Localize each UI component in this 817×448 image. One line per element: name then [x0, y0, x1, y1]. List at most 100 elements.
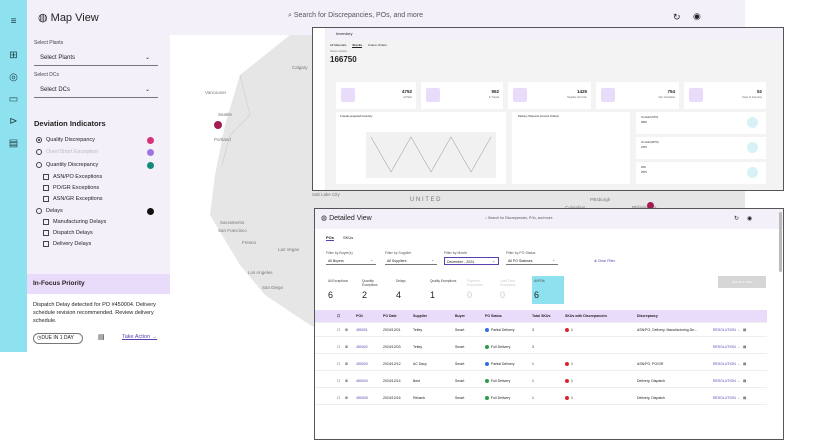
inventory-card[interactable]: 4752 At Plant: [336, 82, 416, 109]
column-header[interactable]: PO#: [356, 314, 364, 318]
cell-po[interactable]: 450003: [356, 362, 368, 366]
kpi-card[interactable]: Quality Exceptions 1: [428, 276, 460, 304]
kpi-card[interactable]: Lead Time Exceptions 0: [498, 276, 530, 304]
detailed-search-input[interactable]: ⌕ Search for Discrepancies, POs, and mor…: [485, 216, 553, 220]
user-icon[interactable]: ◉: [693, 11, 701, 21]
deviation-option[interactable]: Manufacturing Delays: [43, 218, 106, 227]
detail-tab[interactable]: SKUs: [343, 235, 354, 240]
checkbox[interactable]: [43, 218, 49, 225]
resolution-link[interactable]: RESOLUTION →: [713, 328, 741, 332]
grid-icon[interactable]: ⊞: [9, 50, 18, 61]
kpi-card[interactable]: Quantity Exceptions 2: [360, 276, 392, 304]
refresh-icon[interactable]: ↻: [734, 216, 740, 222]
comment-icon[interactable]: ▤: [743, 362, 747, 366]
comment-icon[interactable]: ▤: [743, 345, 747, 349]
resolution-link[interactable]: RESOLUTION →: [713, 345, 741, 349]
expand-icon[interactable]: ⊞: [345, 379, 348, 383]
kpi-card[interactable]: Payment Exceptions 0: [465, 276, 497, 304]
radio-button[interactable]: [36, 207, 42, 214]
inventory-side-card[interactable]: FPA 2579: [636, 162, 766, 184]
kpi-card[interactable]: All POs 6: [532, 276, 564, 304]
inventory-card[interactable]: 754 Non Compliant: [596, 82, 679, 109]
checkbox[interactable]: [43, 240, 49, 247]
deviation-option[interactable]: ASN/GR Exceptions: [43, 195, 103, 204]
resolution-link[interactable]: RESOLUTION →: [713, 379, 741, 383]
dcs-select[interactable]: Select DCs ⌄: [34, 84, 158, 98]
radio-button[interactable]: [36, 136, 42, 143]
plants-select[interactable]: Select Plants ⌄: [34, 52, 158, 66]
row-checkbox[interactable]: ☐: [337, 379, 341, 383]
deviation-option[interactable]: Delays: [36, 207, 63, 216]
inventory-card[interactable]: 952 In Transit: [421, 82, 503, 109]
row-checkbox[interactable]: ☐: [337, 362, 341, 366]
row-checkbox[interactable]: ☐: [337, 396, 341, 400]
filter-select[interactable]: All Buyers ⌄: [326, 257, 376, 265]
filter-select[interactable]: December - 2024 ⌄: [444, 257, 499, 265]
comment-icon[interactable]: ▤: [743, 396, 747, 400]
select-location[interactable]: Select Location: [330, 50, 348, 53]
column-header[interactable]: PO Date: [383, 314, 397, 318]
cell-po[interactable]: 450005: [356, 396, 368, 400]
column-header[interactable]: PO Status: [485, 314, 502, 318]
view-all-button[interactable]: View all in table: [718, 276, 766, 288]
column-header[interactable]: Total SKUs: [532, 314, 551, 318]
deviation-option[interactable]: PO/GR Exceptions: [43, 184, 99, 193]
filter-select[interactable]: All Suppliers ⌄: [385, 257, 437, 265]
checkbox[interactable]: [43, 195, 49, 202]
inventory-card[interactable]: 52 Days of Inventory: [684, 82, 766, 109]
kpi-card[interactable]: All Exceptions 6: [326, 276, 358, 304]
cell-po[interactable]: 450004: [356, 379, 368, 383]
inventory-icon[interactable]: ◎: [9, 72, 18, 83]
resolution-link[interactable]: RESOLUTION →: [713, 396, 741, 400]
filter-icon[interactable]: ⊳: [9, 116, 18, 127]
inventory-tab[interactable]: Future Orders: [368, 43, 387, 47]
user-icon[interactable]: ◉: [747, 216, 753, 222]
deviation-option[interactable]: Quantity Discrepancy: [36, 161, 98, 170]
select-all-checkbox[interactable]: ☐: [337, 314, 341, 318]
settings-icon[interactable]: ▤: [8, 138, 19, 149]
checkbox[interactable]: [43, 173, 49, 180]
table-row[interactable]: ☐ ⊞ 450001 2024/12/01 Tetley Smart Partial Del…: [315, 324, 767, 337]
checkbox[interactable]: [43, 184, 49, 191]
kpi-card[interactable]: Delays 4: [394, 276, 426, 304]
detail-tab[interactable]: POs: [326, 235, 335, 241]
table-row[interactable]: ☐ ⊞ 450005 2024/12/16 Rebank Smart Full Delive…: [315, 392, 767, 405]
inventory-side-card[interactable]: On Hold (MTO) 2376: [636, 137, 766, 159]
expand-icon[interactable]: ⊞: [345, 328, 348, 332]
radio-button[interactable]: [36, 148, 42, 155]
clear-filter-link[interactable]: ⊗ Clear Filter: [594, 259, 615, 263]
column-header[interactable]: Buyer: [455, 314, 465, 318]
map-icon[interactable]: ▭: [8, 94, 19, 105]
table-row[interactable]: ☐ ⊞ 450002 2024/12/03 Tetley Smart Full Delive…: [315, 341, 767, 354]
checkbox[interactable]: [43, 229, 49, 236]
refresh-icon[interactable]: ↻: [673, 12, 681, 22]
expand-icon[interactable]: ⊞: [345, 396, 348, 400]
deviation-option[interactable]: Dispatch Delays: [43, 229, 93, 238]
scrollbar[interactable]: [779, 212, 782, 272]
inventory-tab[interactable]: Stocks: [352, 43, 363, 48]
row-checkbox[interactable]: ☐: [337, 328, 341, 332]
table-row[interactable]: ☐ ⊞ 450004 2024/12/14 Best Smart Full Delivery…: [315, 375, 767, 388]
take-action-link[interactable]: Take Action →: [122, 334, 158, 340]
expand-icon[interactable]: ⊞: [345, 345, 348, 349]
search-input[interactable]: ⌕ Search for Discrepancies, POs, and mor…: [288, 12, 423, 20]
inventory-card[interactable]: 1425 Supplier Committ.: [508, 82, 591, 109]
menu-icon[interactable]: ≡: [10, 16, 17, 27]
comment-icon[interactable]: ▤: [743, 328, 747, 332]
inventory-side-card[interactable]: On Hold (STO) 9532: [636, 112, 766, 134]
column-header[interactable]: Discrepancy: [637, 314, 658, 318]
deviation-option[interactable]: ASN/PO Exceptions: [43, 173, 102, 182]
deviation-option[interactable]: Delivery Delays: [43, 240, 91, 249]
comment-icon[interactable]: ▤: [743, 379, 747, 383]
deviation-option[interactable]: Quality Discrepancy: [36, 136, 95, 145]
resolution-link[interactable]: RESOLUTION →: [713, 362, 741, 366]
deviation-option[interactable]: Over/Short Exception: [36, 148, 98, 157]
column-header[interactable]: Supplier: [413, 314, 428, 318]
map-marker[interactable]: [647, 202, 654, 209]
cell-po[interactable]: 450002: [356, 345, 368, 349]
comment-icon[interactable]: ▤: [98, 334, 105, 341]
inventory-tab[interactable]: All Materials: [330, 43, 347, 47]
radio-button[interactable]: [36, 161, 42, 168]
expand-icon[interactable]: ⊞: [345, 362, 348, 366]
cell-po[interactable]: 450001: [356, 328, 368, 332]
